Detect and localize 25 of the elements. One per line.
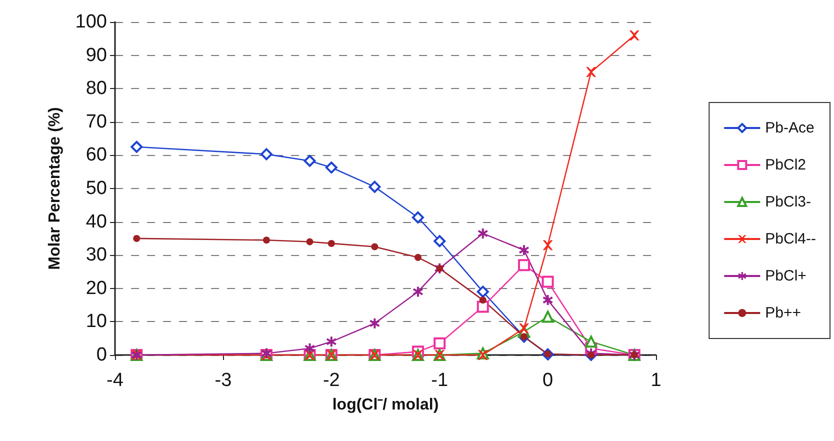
- x-tick-label: -4: [106, 370, 124, 391]
- y-tick-label: 100: [75, 12, 107, 32]
- y-tick-label: 70: [86, 111, 107, 132]
- legend-label: PbCl3-: [765, 194, 812, 210]
- y-tick-label: 30: [86, 244, 107, 266]
- y-tick-label: 50: [86, 178, 107, 199]
- y-tick-label: 60: [86, 144, 107, 166]
- y-axis-title: Molar Percentage (%): [46, 107, 64, 270]
- legend-label: PbCl2: [765, 156, 806, 174]
- y-tick-label: 90: [86, 44, 107, 66]
- x-tick-label: 1: [650, 370, 662, 391]
- y-tick-label: 20: [86, 278, 107, 299]
- x-tick-label: -1: [431, 370, 448, 391]
- x-axis-title: log(Cl⁻/ molal): [332, 396, 439, 414]
- x-tick-label: -2: [322, 370, 340, 391]
- legend-label: PbCl4--: [765, 230, 816, 248]
- y-tick-label: 10: [86, 311, 107, 332]
- legend-label: PbCl+: [765, 268, 807, 284]
- y-tick-label: 40: [86, 211, 107, 232]
- x-tick-label: 0: [542, 370, 554, 391]
- legend-label: Pb-Ace: [765, 120, 814, 136]
- y-tick-label: 0: [96, 344, 107, 366]
- y-tick-label: 80: [86, 78, 107, 100]
- x-tick-label: -3: [214, 370, 232, 391]
- legend-label: Pb++: [765, 304, 802, 322]
